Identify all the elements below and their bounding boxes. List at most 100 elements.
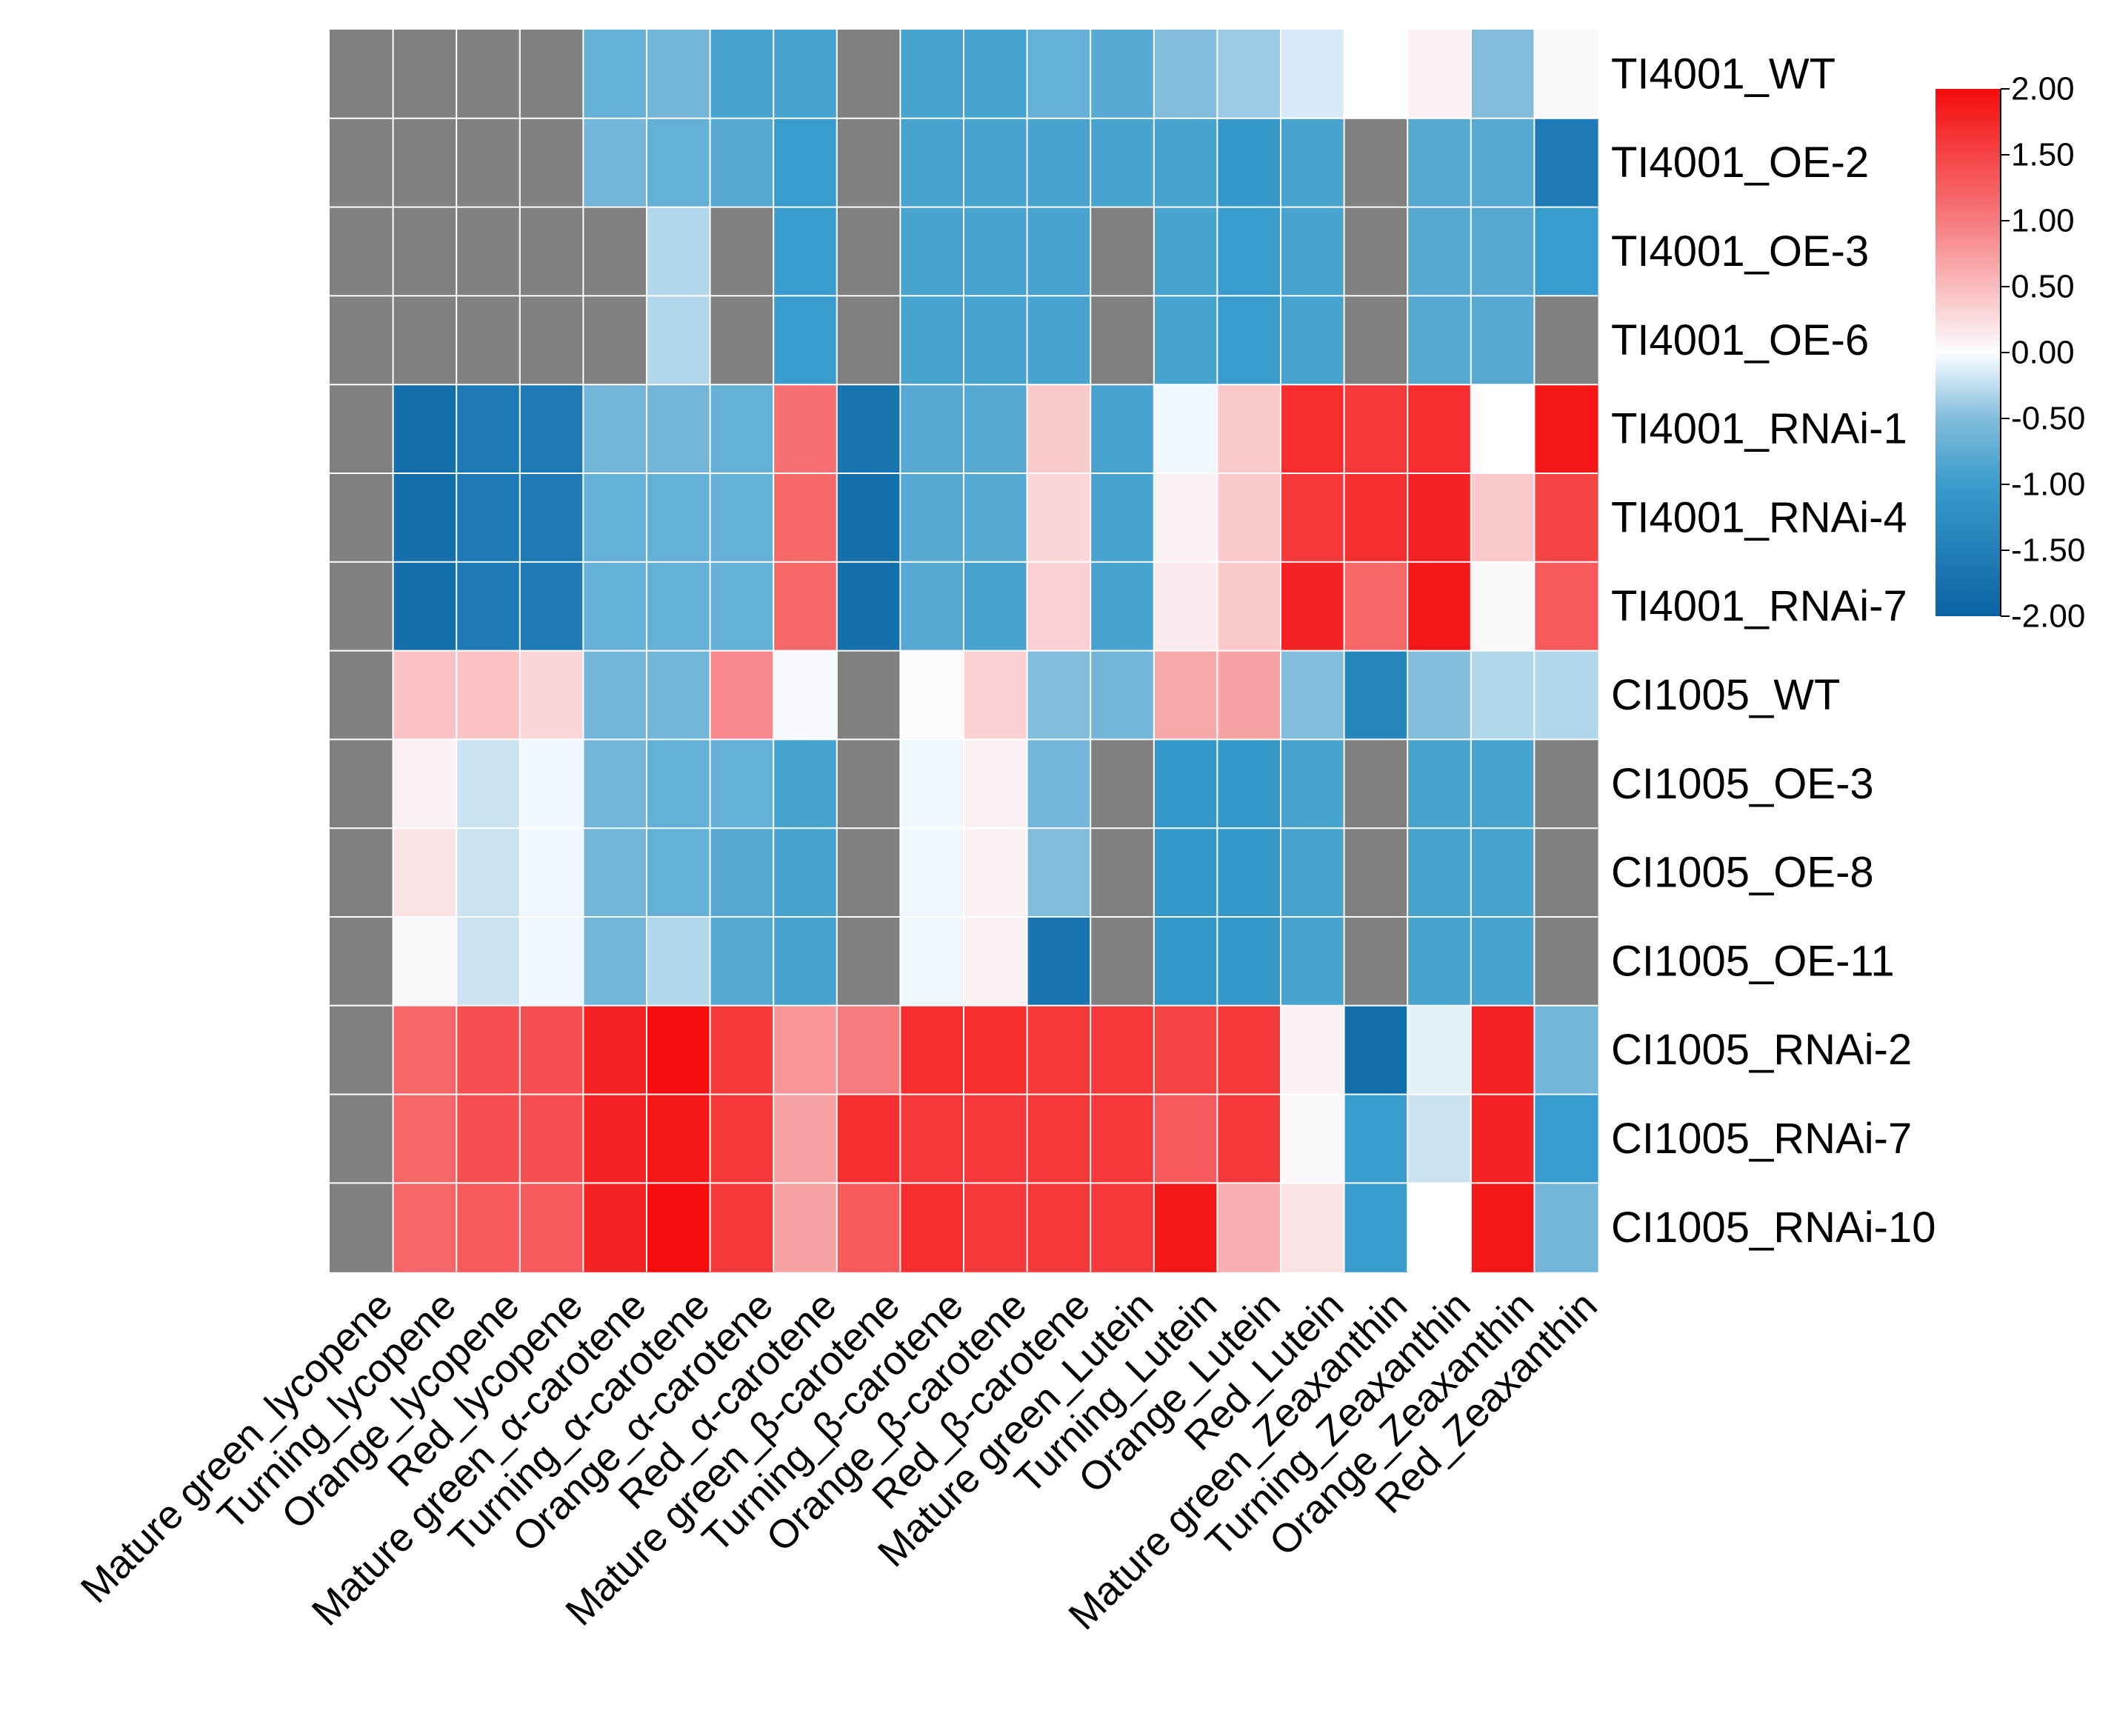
heatmap-cell	[900, 1183, 964, 1272]
row-label: CI1005_OE-8	[1611, 849, 1874, 897]
heatmap-cell	[773, 1094, 838, 1184]
heatmap-cell	[1344, 30, 1408, 119]
heatmap-cell	[1153, 207, 1218, 296]
heatmap-cell	[647, 118, 711, 208]
heatmap-cell	[964, 207, 1028, 296]
heatmap-cell	[900, 561, 964, 652]
heatmap-cell	[773, 650, 838, 740]
heatmap-cell	[647, 917, 711, 1006]
heatmap-cell	[647, 1094, 711, 1184]
heatmap-cell	[1090, 650, 1155, 740]
heatmap-cell	[710, 828, 774, 918]
heatmap-cell	[1153, 1183, 1218, 1272]
heatmap-cell	[710, 296, 774, 385]
heatmap-cell	[1344, 207, 1408, 296]
heatmap-cell	[1217, 561, 1281, 652]
heatmap-cell	[456, 473, 521, 563]
colorbar-tick-label: 2.00	[2011, 71, 2075, 107]
heatmap-cell	[1470, 1183, 1535, 1272]
heatmap-cell	[647, 828, 711, 918]
heatmap-cell	[519, 30, 584, 119]
heatmap-cell	[1534, 1005, 1598, 1095]
heatmap-cell	[1344, 739, 1408, 829]
colorbar-tick-label: -1.00	[2011, 467, 2085, 503]
heatmap-cell	[1281, 296, 1345, 385]
heatmap-cell	[1470, 917, 1535, 1006]
heatmap-cell	[1470, 828, 1535, 918]
heatmap-cell	[330, 739, 394, 829]
heatmap-cell	[583, 828, 647, 918]
heatmap-cell	[710, 739, 774, 829]
heatmap-cell	[1027, 917, 1091, 1006]
heatmap-cell	[1281, 473, 1345, 563]
heatmap-cell	[1407, 118, 1472, 208]
row-labels: TI4001_WT TI4001_OE-2 TI4001_OE-3 TI4001_OE…	[1611, 50, 1935, 1251]
heatmap-cell	[456, 118, 521, 208]
heatmap-cell	[1344, 384, 1408, 474]
heatmap-cell	[330, 1005, 394, 1095]
heatmap-cell	[456, 561, 521, 652]
heatmap-cell	[1470, 384, 1535, 474]
heatmap-cell	[964, 30, 1028, 119]
heatmap-cell	[647, 207, 711, 296]
heatmap-cell	[330, 118, 394, 208]
heatmap-cell	[900, 118, 964, 208]
heatmap-cell	[710, 917, 774, 1006]
heatmap-cell	[1407, 296, 1472, 385]
heatmap-cell	[964, 384, 1028, 474]
heatmap-cell	[773, 828, 838, 918]
heatmap-cell	[1027, 1005, 1091, 1095]
colorbar-tick-label: 1.00	[2011, 203, 2075, 239]
row-label: TI4001_OE-2	[1611, 138, 1869, 187]
heatmap-cell	[773, 207, 838, 296]
heatmap-cell	[1344, 1094, 1408, 1184]
heatmap-cell	[1217, 650, 1281, 740]
colorbar-gradient	[1935, 89, 2001, 616]
heatmap-cell	[1153, 828, 1218, 918]
heatmap-cell	[1407, 739, 1472, 829]
heatmap-cell	[1090, 384, 1155, 474]
heatmap-cell	[393, 296, 457, 385]
row-label: CI1005_WT	[1611, 671, 1840, 719]
heatmap-cell	[330, 1183, 394, 1272]
heatmap-cell	[393, 473, 457, 563]
heatmap-cell	[330, 828, 394, 918]
heatmap-cell	[900, 1094, 964, 1184]
heatmap-cell	[647, 561, 711, 652]
heatmap-cell	[1153, 473, 1218, 563]
heatmap-cell	[836, 828, 901, 918]
row-label: CI1005_RNAi-2	[1611, 1026, 1912, 1074]
heatmap-cell	[900, 384, 964, 474]
heatmap-cell	[1344, 917, 1408, 1006]
row-label: TI4001_RNAi-7	[1611, 582, 1907, 630]
heatmap-cell	[773, 1005, 838, 1095]
heatmap-cell	[330, 650, 394, 740]
heatmap-cell	[773, 118, 838, 208]
heatmap-cell	[710, 561, 774, 652]
heatmap-cell	[773, 473, 838, 563]
row-label: CI1005_OE-11	[1611, 937, 1895, 985]
heatmap-cell	[1027, 118, 1091, 208]
heatmap-cell	[836, 1094, 901, 1184]
heatmap-cell	[964, 828, 1028, 918]
heatmap-cell	[519, 296, 584, 385]
heatmap-cell	[456, 917, 521, 1006]
heatmap-cell	[1027, 296, 1091, 385]
heatmap-cell	[1027, 561, 1091, 652]
heatmap-cell	[1407, 561, 1472, 652]
heatmap-cell	[1217, 207, 1281, 296]
heatmap-cell	[1090, 473, 1155, 563]
heatmap-cell	[1344, 296, 1408, 385]
colorbar: 2.00 1.50 1.00 0.50 0.00 -0.50 -1.00 -1.50 -2.00	[1935, 71, 2085, 635]
heatmap-cell	[836, 118, 901, 208]
heatmap-cell	[647, 473, 711, 563]
heatmap-cell	[1090, 828, 1155, 918]
heatmap-cell	[1407, 1183, 1472, 1272]
heatmap-cell	[773, 1183, 838, 1272]
heatmap-cell	[1344, 473, 1408, 563]
heatmap-cell	[456, 30, 521, 119]
heatmap-cell	[1470, 561, 1535, 652]
heatmap-cell	[1407, 917, 1472, 1006]
heatmap-cell	[1344, 561, 1408, 652]
